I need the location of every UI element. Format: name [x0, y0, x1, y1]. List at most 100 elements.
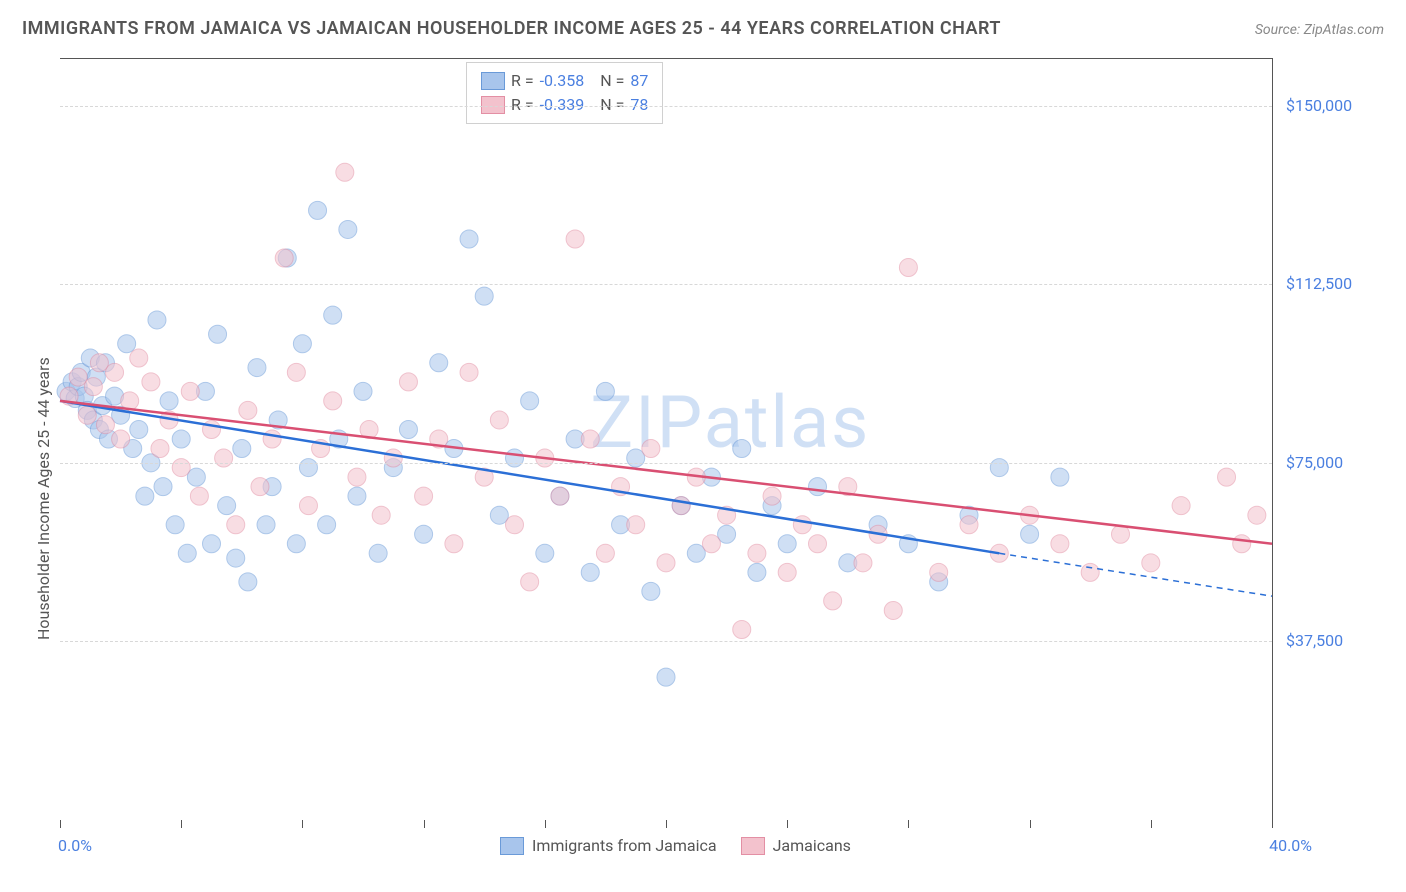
gridline	[60, 106, 1272, 107]
data-point	[209, 325, 227, 343]
data-point	[854, 554, 872, 572]
data-point	[130, 420, 148, 438]
data-point	[287, 535, 305, 553]
gridline	[60, 463, 1272, 464]
data-point	[130, 349, 148, 367]
data-point	[627, 516, 645, 534]
data-point	[166, 516, 184, 534]
data-point	[336, 163, 354, 181]
data-point	[1051, 535, 1069, 553]
data-point	[521, 392, 539, 410]
data-point	[399, 420, 417, 438]
data-point	[657, 554, 675, 572]
data-point	[884, 601, 902, 619]
data-point	[990, 459, 1008, 477]
data-point	[142, 373, 160, 391]
data-point	[218, 497, 236, 515]
x-tick-mark	[424, 820, 425, 828]
x-tick-mark	[908, 820, 909, 828]
data-point	[642, 440, 660, 458]
data-point	[215, 449, 233, 467]
data-point	[733, 440, 751, 458]
data-point	[1051, 468, 1069, 486]
legend-item: Immigrants from Jamaica	[500, 836, 717, 855]
data-point	[1112, 525, 1130, 543]
data-point	[460, 230, 478, 248]
legend-r-label: R =	[511, 69, 534, 93]
data-point	[445, 535, 463, 553]
data-point	[596, 544, 614, 562]
data-point	[248, 359, 266, 377]
data-point	[672, 497, 690, 515]
data-point	[384, 449, 402, 467]
legend-n-value: 87	[630, 69, 648, 93]
data-point	[309, 201, 327, 219]
data-point	[136, 487, 154, 505]
data-point	[190, 487, 208, 505]
data-point	[154, 478, 172, 496]
x-tick-mark	[545, 820, 546, 828]
scatter-chart	[0, 0, 1406, 892]
x-axis-max-label: 40.0%	[1269, 836, 1312, 855]
data-point	[227, 549, 245, 567]
y-tick-label: $37,500	[1286, 631, 1343, 650]
data-point	[415, 487, 433, 505]
data-point	[348, 468, 366, 486]
data-point	[1172, 497, 1190, 515]
data-point	[106, 363, 124, 381]
data-point	[293, 335, 311, 353]
legend-label: Immigrants from Jamaica	[532, 836, 717, 855]
legend-swatch	[741, 837, 765, 855]
data-point	[460, 363, 478, 381]
legend-label: Jamaicans	[773, 836, 851, 855]
legend-correlation: R = -0.358N = 87R = -0.339N = 78	[466, 62, 663, 124]
data-point	[581, 563, 599, 581]
data-point	[778, 535, 796, 553]
data-point	[96, 416, 114, 434]
data-point	[702, 535, 720, 553]
data-point	[354, 382, 372, 400]
data-point	[642, 582, 660, 600]
data-point	[763, 487, 781, 505]
legend-swatch	[481, 72, 505, 90]
data-point	[299, 497, 317, 515]
data-point	[475, 287, 493, 305]
data-point	[348, 487, 366, 505]
data-point	[318, 516, 336, 534]
data-point	[181, 382, 199, 400]
data-point	[178, 544, 196, 562]
data-point	[733, 621, 751, 639]
data-point	[172, 459, 190, 477]
data-point	[809, 535, 827, 553]
legend-n-label: N =	[600, 69, 624, 93]
data-point	[372, 506, 390, 524]
legend-r-value: -0.358	[540, 69, 585, 93]
data-point	[536, 544, 554, 562]
data-point	[257, 516, 275, 534]
data-point	[78, 406, 96, 424]
data-point	[324, 392, 342, 410]
data-point	[1081, 563, 1099, 581]
data-point	[275, 249, 293, 267]
gridline	[60, 641, 1272, 642]
y-tick-label: $75,000	[1286, 453, 1343, 472]
y-tick-label: $112,500	[1286, 274, 1352, 293]
data-point	[809, 478, 827, 496]
data-point	[287, 363, 305, 381]
data-point	[160, 392, 178, 410]
x-tick-mark	[666, 820, 667, 828]
data-point	[239, 401, 257, 419]
data-point	[399, 373, 417, 391]
data-point	[566, 230, 584, 248]
data-point	[369, 544, 387, 562]
data-point	[1248, 506, 1266, 524]
data-point	[339, 220, 357, 238]
x-axis-min-label: 0.0%	[58, 836, 92, 855]
data-point	[778, 563, 796, 581]
data-point	[299, 459, 317, 477]
data-point	[263, 430, 281, 448]
data-point	[596, 382, 614, 400]
x-tick-mark	[181, 820, 182, 828]
data-point	[324, 306, 342, 324]
data-point	[824, 592, 842, 610]
